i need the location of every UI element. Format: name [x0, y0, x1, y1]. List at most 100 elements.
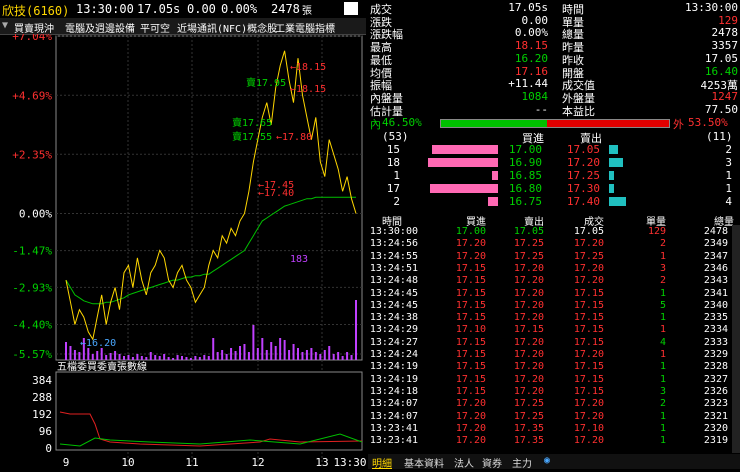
- tick-row[interactable]: 13:24:55 17.20 17.25 17.25 1 2347: [368, 251, 732, 263]
- tick-row[interactable]: 13:23:41 17.20 17.35 17.20 1 2319: [368, 435, 732, 447]
- tag-ipc-index[interactable]: 工業電腦指標: [275, 24, 335, 35]
- tick-deal: 17.15: [573, 287, 604, 299]
- window-control-icon[interactable]: [344, 2, 358, 15]
- tick-row[interactable]: 13:24:19 17.15 17.20 17.15 1 2328: [368, 361, 732, 373]
- quote-row: 最低 16.20 昨收 17.05: [368, 52, 740, 67]
- quote-label: 振幅: [370, 79, 392, 93]
- header-price-suffix: s: [173, 2, 181, 16]
- tick-row[interactable]: 13:24:07 17.20 17.25 17.20 2 2323: [368, 398, 732, 410]
- inner-pct: 46.50%: [382, 116, 422, 129]
- quote-label: 單量: [562, 15, 584, 29]
- tick-deal: 17.15: [573, 336, 604, 348]
- quote-value: 129: [718, 13, 738, 27]
- tick-ask: 17.15: [513, 324, 544, 336]
- ask-bar: [609, 158, 624, 167]
- order-book: (53) 買進 賣出 (11) 15 17.00 17.05 2 18 16.90 17.2…: [368, 130, 740, 208]
- tick-qty: 3: [659, 262, 666, 274]
- inner-fill: [441, 120, 548, 127]
- quote-value: 0.00%: [514, 26, 548, 40]
- tick-deal: 17.20: [573, 275, 604, 287]
- tick-ask: 17.20: [513, 299, 544, 311]
- tick-bid: 17.15: [455, 336, 486, 348]
- y-tick-label: +4.69%: [12, 89, 52, 102]
- tick-qty: 129: [647, 226, 666, 237]
- stock-name[interactable]: 欣技(6160): [2, 4, 70, 18]
- tick-bid: 17.15: [455, 299, 486, 311]
- tick-row[interactable]: 13:24:56 17.20 17.25 17.20 2 2349: [368, 238, 732, 250]
- inner-outer-bar: 內 46.50% 外 53.50%: [368, 116, 740, 131]
- tick-deal: 17.15: [573, 385, 604, 397]
- tab-basic-info[interactable]: 基本資料: [404, 459, 444, 470]
- tab-major-player[interactable]: 主力: [512, 459, 532, 470]
- header-time: 13:30:00: [76, 2, 134, 16]
- quote-label: 估計量: [370, 104, 403, 118]
- tick-total: 2328: [703, 361, 728, 373]
- tag-industry[interactable]: 電腦及週邊設備: [65, 24, 135, 35]
- globe-icon[interactable]: ◉: [544, 455, 551, 466]
- ask-bar: [609, 197, 626, 206]
- tick-row[interactable]: 13:24:38 17.15 17.20 17.15 1 2335: [368, 312, 732, 324]
- tick-bid: 17.15: [455, 361, 486, 373]
- tick-total: 2333: [703, 336, 728, 348]
- ratio-plot-frame: [55, 371, 363, 451]
- tick-total: 2329: [703, 349, 728, 360]
- tab-institutional[interactable]: 法人: [454, 459, 474, 470]
- tick-total: 2326: [703, 385, 728, 397]
- bid-qty: 15: [386, 143, 400, 156]
- tick-row[interactable]: 13:24:51 17.15 17.20 17.20 3 2346: [368, 263, 732, 275]
- outer-fill: [547, 120, 669, 127]
- average-price-line: [65, 196, 356, 305]
- tick-qty: 1: [659, 287, 666, 299]
- tick-qty: 1: [659, 373, 666, 385]
- quote-value: 3357: [711, 39, 739, 53]
- tick-row[interactable]: 13:24:45 17.15 17.20 17.15 5 2340: [368, 300, 732, 312]
- tag-short[interactable]: 平可空: [140, 24, 170, 35]
- tick-bid: 17.15: [455, 287, 486, 299]
- bid-total: (53): [382, 130, 409, 143]
- tab-details[interactable]: 明細: [372, 459, 392, 470]
- tick-qty: 1: [659, 349, 666, 360]
- tick-qty: 2: [659, 238, 666, 250]
- ask-total: (11): [706, 130, 733, 143]
- ratio-tick-label: 384: [32, 374, 52, 387]
- tick-total: 2340: [703, 299, 728, 311]
- tag-nfc-concept[interactable]: 近場通訊(NFC)概念股: [177, 24, 278, 35]
- tick-row[interactable]: 13:30:00 17.00 17.05 17.05 129 2478: [368, 226, 732, 238]
- order-book-level: 2 16.75 17.40 4: [368, 195, 740, 208]
- quote-value: 0.00: [521, 13, 549, 27]
- tick-row[interactable]: 13:24:19 17.15 17.20 17.15 1 2327: [368, 374, 732, 386]
- col-qty: 單量: [646, 217, 666, 228]
- tick-scrollbar[interactable]: [732, 225, 740, 453]
- tick-total: 2346: [703, 262, 728, 274]
- tick-row[interactable]: 13:24:27 17.15 17.20 17.15 4 2333: [368, 337, 732, 349]
- quote-label: 漲跌: [370, 15, 392, 29]
- header-change: 0.00: [187, 2, 216, 16]
- tick-row[interactable]: 13:24:29 17.10 17.15 17.15 1 2334: [368, 324, 732, 336]
- ask-qty: 4: [725, 195, 732, 208]
- quote-label: 外盤量: [562, 91, 595, 105]
- tick-time: 13:24:45: [369, 299, 418, 311]
- tick-row[interactable]: 13:24:07 17.20 17.25 17.20 1 2321: [368, 411, 732, 423]
- header-price: 17.05: [137, 2, 174, 16]
- chart-annotation: 賣17.65: [232, 116, 272, 129]
- tick-time: 13:24:07: [369, 398, 418, 410]
- tick-row[interactable]: 13:23:41 17.20 17.35 17.10 1 2320: [368, 423, 732, 435]
- tick-total: 2321: [703, 410, 728, 422]
- tick-table[interactable]: 時間 買進 賣出 成交 單量 總量 13:30:00 17.00 17.05 17.0…: [368, 213, 740, 453]
- tag-arrow-icon[interactable]: ▼: [2, 20, 9, 31]
- tab-margin[interactable]: 資券: [482, 459, 502, 470]
- quote-row: 均價 17.16 開盤 16.40: [368, 65, 740, 80]
- tick-ask: 17.20: [513, 336, 544, 348]
- header-volume: 2478: [271, 2, 300, 16]
- tick-total: 2334: [703, 324, 728, 336]
- tick-row[interactable]: 13:24:24 17.15 17.20 17.20 1 2329: [368, 349, 732, 361]
- tick-ask: 17.25: [513, 250, 544, 262]
- tick-row[interactable]: 13:24:45 17.15 17.20 17.15 1 2341: [368, 288, 732, 300]
- tick-deal: 17.15: [573, 373, 604, 385]
- tick-row[interactable]: 13:24:48 17.15 17.20 17.20 2 2343: [368, 275, 732, 287]
- intraday-chart[interactable]: +7.04% +4.69% +2.35% 0.00% -1.47% -2.93% -4.40…: [0, 30, 366, 469]
- quote-value: 18.15: [514, 39, 548, 53]
- tag-day-trade[interactable]: 買賣現沖: [14, 24, 54, 35]
- tick-ask: 17.20: [513, 287, 544, 299]
- tick-row[interactable]: 13:24:18 17.15 17.20 17.15 3 2326: [368, 386, 732, 398]
